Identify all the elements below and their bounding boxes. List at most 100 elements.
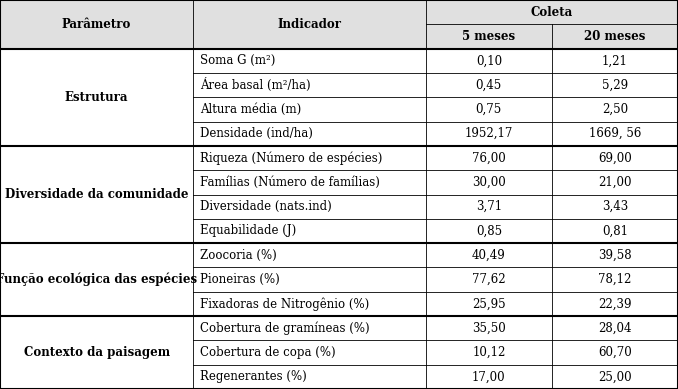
Text: Densidade (ind/ha): Densidade (ind/ha)	[200, 127, 313, 140]
Text: 77,62: 77,62	[472, 273, 506, 286]
Text: 5 meses: 5 meses	[462, 30, 515, 43]
Bar	[426, 268, 552, 292]
Bar	[193, 170, 426, 194]
Bar	[0, 49, 193, 146]
Bar	[426, 25, 552, 49]
Text: Regenerantes (%): Regenerantes (%)	[200, 370, 306, 383]
Bar	[426, 121, 552, 146]
Bar	[552, 365, 678, 389]
Text: 3,43: 3,43	[602, 200, 628, 213]
Text: Cobertura de copa (%): Cobertura de copa (%)	[200, 346, 336, 359]
Text: 30,00: 30,00	[472, 176, 506, 189]
Bar	[193, 121, 426, 146]
Bar	[552, 268, 678, 292]
Bar	[193, 194, 426, 219]
Bar	[552, 170, 678, 194]
Bar	[426, 170, 552, 194]
Text: 0,81: 0,81	[602, 224, 628, 237]
Bar	[426, 194, 552, 219]
Text: 22,39: 22,39	[598, 298, 632, 310]
Bar	[0, 243, 193, 316]
Text: Coleta: Coleta	[531, 6, 573, 19]
Text: 21,00: 21,00	[598, 176, 632, 189]
Text: Indicador: Indicador	[277, 18, 342, 31]
Bar	[552, 340, 678, 365]
Bar	[193, 97, 426, 121]
Bar	[193, 49, 426, 73]
Bar	[0, 316, 193, 389]
Text: Parâmetro: Parâmetro	[62, 18, 132, 31]
Text: Cobertura de gramíneas (%): Cobertura de gramíneas (%)	[200, 321, 370, 335]
Bar	[193, 73, 426, 97]
Bar	[0, 146, 193, 243]
Bar	[0, 0, 193, 49]
Bar	[193, 219, 426, 243]
Bar	[426, 292, 552, 316]
Text: 40,49: 40,49	[472, 249, 506, 262]
Bar	[193, 146, 426, 170]
Bar	[426, 49, 552, 73]
Text: Diversidade (nats.ind): Diversidade (nats.ind)	[200, 200, 332, 213]
Text: 35,50: 35,50	[472, 322, 506, 335]
Bar	[426, 340, 552, 365]
Text: 28,04: 28,04	[598, 322, 632, 335]
Bar	[193, 243, 426, 268]
Text: 5,29: 5,29	[602, 79, 628, 91]
Text: 2,50: 2,50	[602, 103, 628, 116]
Text: 39,58: 39,58	[598, 249, 632, 262]
Bar	[193, 268, 426, 292]
Text: Estrutura: Estrutura	[65, 91, 128, 104]
Text: Riqueza (Número de espécies): Riqueza (Número de espécies)	[200, 151, 382, 165]
Bar	[193, 292, 426, 316]
Text: 17,00: 17,00	[472, 370, 506, 383]
Bar	[426, 219, 552, 243]
Bar	[193, 365, 426, 389]
Text: 1,21: 1,21	[602, 54, 628, 67]
Text: 0,85: 0,85	[476, 224, 502, 237]
Text: 78,12: 78,12	[598, 273, 632, 286]
Text: 0,10: 0,10	[476, 54, 502, 67]
Bar	[552, 73, 678, 97]
Bar	[552, 243, 678, 268]
Text: Pioneiras (%): Pioneiras (%)	[200, 273, 280, 286]
Text: Área basal (m²/ha): Área basal (m²/ha)	[200, 78, 311, 92]
Text: 60,70: 60,70	[598, 346, 632, 359]
Bar	[426, 0, 678, 25]
Text: 1669, 56: 1669, 56	[589, 127, 641, 140]
Bar	[426, 97, 552, 121]
Bar	[552, 146, 678, 170]
Bar	[193, 0, 426, 49]
Bar	[426, 243, 552, 268]
Bar	[426, 316, 552, 340]
Bar	[552, 292, 678, 316]
Bar	[552, 219, 678, 243]
Text: 25,95: 25,95	[472, 298, 506, 310]
Text: 0,75: 0,75	[476, 103, 502, 116]
Text: Soma G (m²): Soma G (m²)	[200, 54, 275, 67]
Text: Zoocoria (%): Zoocoria (%)	[200, 249, 277, 262]
Bar	[552, 316, 678, 340]
Bar	[426, 73, 552, 97]
Text: Equabilidade (J): Equabilidade (J)	[200, 224, 296, 237]
Text: 0,45: 0,45	[476, 79, 502, 91]
Bar	[193, 316, 426, 340]
Text: 76,00: 76,00	[472, 152, 506, 165]
Text: Diversidade da comunidade: Diversidade da comunidade	[5, 188, 188, 201]
Text: 20 meses: 20 meses	[584, 30, 645, 43]
Bar	[552, 194, 678, 219]
Bar	[552, 25, 678, 49]
Text: 25,00: 25,00	[598, 370, 632, 383]
Text: 10,12: 10,12	[472, 346, 506, 359]
Text: 3,71: 3,71	[476, 200, 502, 213]
Text: Fixadoras de Nitrogênio (%): Fixadoras de Nitrogênio (%)	[200, 297, 370, 311]
Bar	[552, 97, 678, 121]
Bar	[552, 121, 678, 146]
Text: Contexto da paisagem: Contexto da paisagem	[24, 346, 170, 359]
Bar	[426, 365, 552, 389]
Bar	[552, 49, 678, 73]
Text: 1952,17: 1952,17	[464, 127, 513, 140]
Text: 69,00: 69,00	[598, 152, 632, 165]
Text: Função ecológica das espécies: Função ecológica das espécies	[0, 273, 197, 286]
Bar	[426, 146, 552, 170]
Text: Famílias (Número de famílias): Famílias (Número de famílias)	[200, 176, 380, 189]
